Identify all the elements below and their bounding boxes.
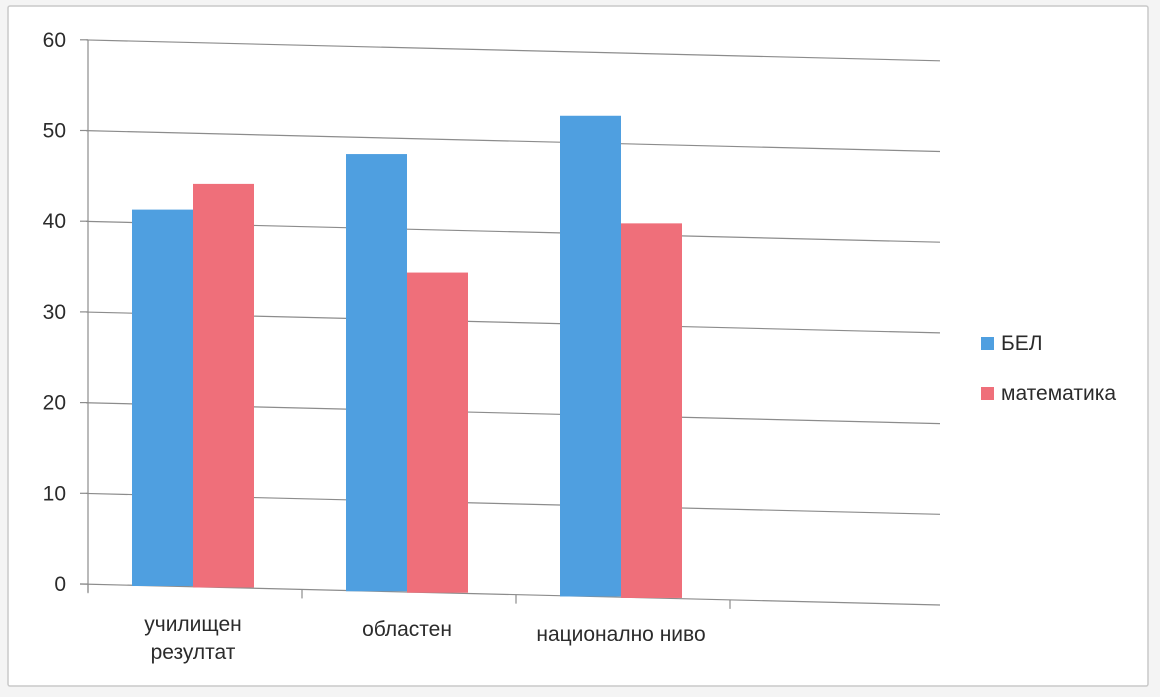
bar: [346, 154, 407, 592]
y-tick-label: 30: [43, 301, 66, 324]
legend-swatch: [981, 337, 994, 350]
bar: [560, 115, 621, 597]
y-axis-tick-labels: 0 10 20 30 40 50 60: [43, 29, 66, 596]
x-axis-category-labels: училищен резултат областен национално ниво: [144, 613, 705, 664]
bar: [132, 209, 193, 587]
bars: [132, 115, 682, 598]
x-category-label: училищен резултат: [144, 613, 241, 664]
bar: [407, 272, 468, 593]
legend-swatch: [981, 387, 994, 400]
legend-label: математика: [1001, 382, 1116, 405]
legend-label: БЕЛ: [1001, 332, 1043, 355]
y-tick-label: 10: [43, 482, 66, 505]
legend: БЕЛ математика: [981, 332, 1116, 405]
y-tick-label: 20: [43, 392, 66, 415]
y-tick-label: 40: [43, 210, 66, 233]
y-tick-label: 0: [54, 573, 66, 596]
y-tick-label: 60: [43, 29, 66, 52]
y-tick-label: 50: [43, 120, 66, 143]
gridline: [85, 130, 941, 153]
plot-grid: [79, 39, 941, 609]
x-category-label: областен: [362, 618, 452, 641]
x-category-label: национално ниво: [536, 623, 705, 646]
bar: [193, 183, 254, 588]
bar: [621, 223, 682, 598]
gridline: [85, 39, 941, 62]
